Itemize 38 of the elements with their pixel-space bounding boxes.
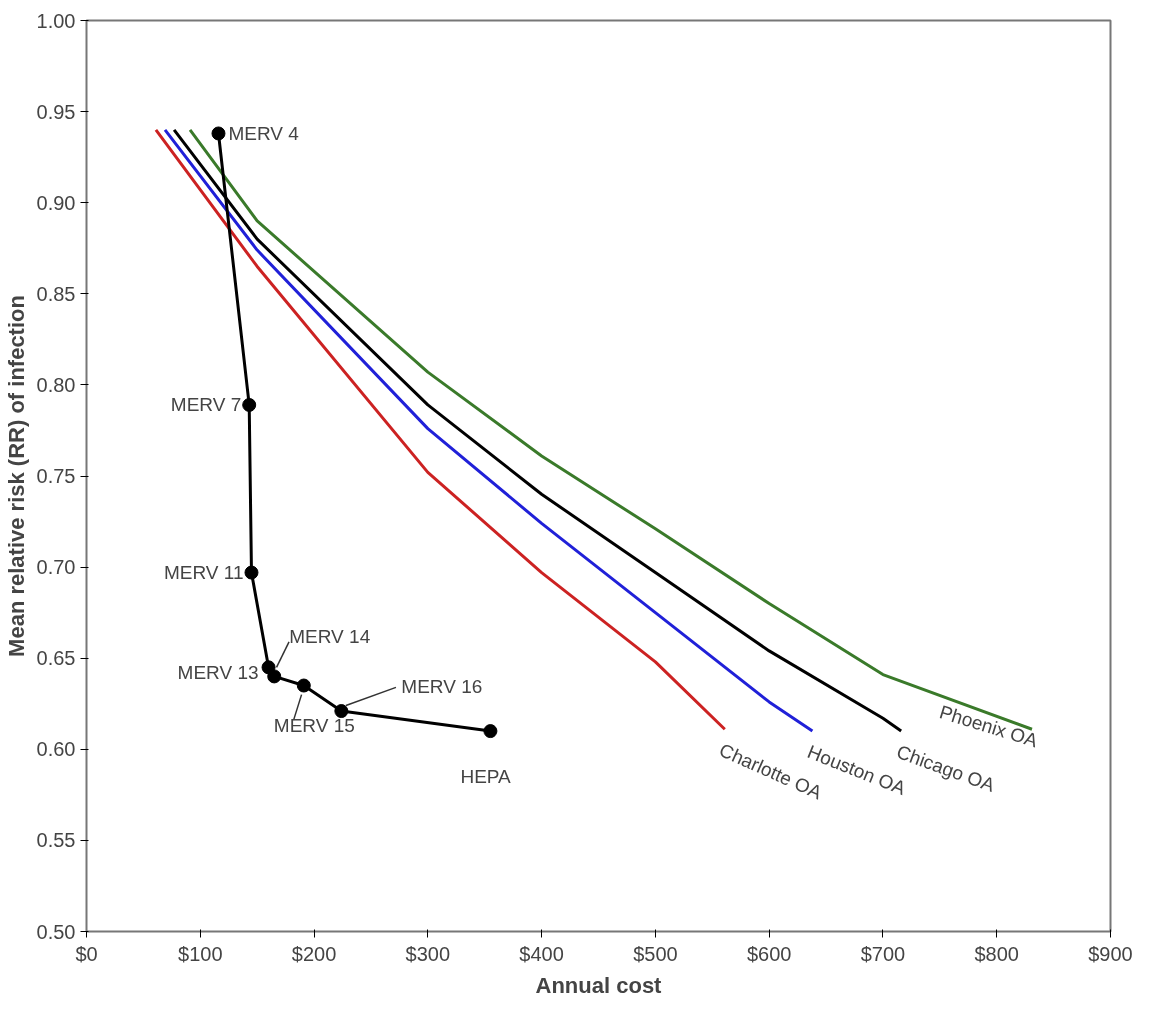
x-axis-title: Annual cost [535, 972, 663, 998]
y-axis-title: Mean relative risk (RR) of infection [3, 295, 29, 657]
annotation: MERV 14 [289, 625, 371, 647]
y-tick-label: 0.60 [36, 738, 76, 761]
y-tick-label: 0.90 [36, 191, 76, 214]
x-tick-label: $500 [633, 942, 678, 965]
y-tick-label: 0.75 [36, 465, 76, 487]
point [334, 704, 349, 719]
x-tick-label: $200 [291, 942, 337, 965]
y-tick-label: 1.00 [36, 9, 76, 32]
point [483, 724, 498, 739]
y-tick-label: 0.55 [36, 829, 76, 852]
annotation: MERV 7 [170, 394, 242, 416]
annotation: MERV 4 [228, 122, 300, 144]
point [211, 126, 226, 141]
y-tick-label: 0.70 [36, 556, 76, 579]
x-tick-label: $800 [974, 942, 1019, 965]
point [244, 565, 259, 580]
y-tick-label: 0.50 [36, 920, 76, 943]
point [267, 669, 282, 684]
annotation: HEPA [460, 765, 512, 787]
y-tick-label: 0.95 [36, 100, 76, 123]
point [242, 397, 257, 412]
point [296, 678, 311, 693]
y-tick-label: 0.85 [36, 282, 76, 305]
x-tick-label: $0 [75, 942, 98, 965]
annotation: MERV 15 [273, 715, 355, 737]
y-tick-label: 0.80 [36, 373, 76, 396]
annotation: MERV 16 [401, 675, 483, 697]
x-tick-label: $400 [519, 942, 564, 965]
annotation: MERV 13 [177, 661, 259, 683]
x-tick-label: $100 [178, 942, 223, 965]
y-tick-label: 0.65 [36, 647, 76, 670]
x-tick-label: $600 [746, 942, 792, 965]
x-tick-label: $700 [860, 942, 906, 965]
x-tick-label: $900 [1088, 942, 1133, 965]
x-tick-label: $300 [405, 942, 451, 965]
annotation: MERV 11 [163, 562, 244, 584]
